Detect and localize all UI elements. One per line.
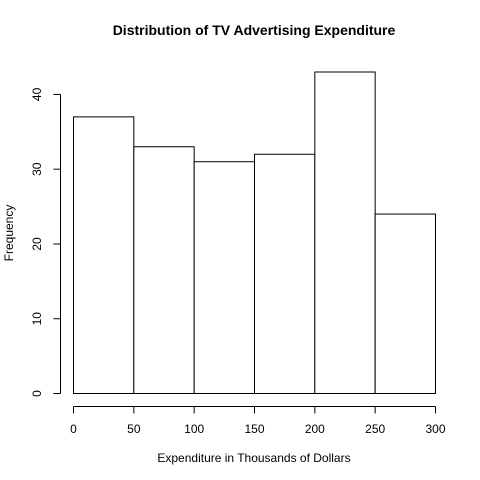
x-tick-label: 150 — [244, 422, 264, 436]
bars — [73, 71, 436, 394]
histogram-bar-4 — [254, 153, 316, 394]
histogram-bar-3 — [193, 161, 256, 394]
x-tick-label: 100 — [184, 422, 204, 436]
x-tick-label: 250 — [365, 422, 385, 436]
y-tick-label: 10 — [30, 312, 44, 326]
x-tick-label: 0 — [70, 422, 77, 436]
x-axis-label: Expenditure in Thousands of Dollars — [157, 451, 350, 465]
y-tick-label: 20 — [30, 237, 44, 251]
y-tick-label: 40 — [30, 87, 44, 101]
x-tick-label: 300 — [425, 422, 445, 436]
x-axis: 0 50 100 150 200 250 300 — [70, 406, 446, 436]
y-tick-label: 30 — [30, 162, 44, 176]
y-axis: 0 10 20 30 40 — [30, 87, 61, 397]
y-tick-label: 0 — [30, 390, 44, 397]
x-tick-label: 200 — [305, 422, 325, 436]
chart-title: Distribution of TV Advertising Expenditu… — [113, 22, 396, 38]
x-tick-label: 50 — [127, 422, 141, 436]
histogram-bar-6 — [374, 213, 436, 394]
y-axis-label: Frequency — [2, 205, 16, 262]
histogram-bar-5 — [314, 71, 376, 394]
histogram-bar-1 — [73, 116, 135, 394]
histogram-bar-2 — [133, 146, 195, 394]
